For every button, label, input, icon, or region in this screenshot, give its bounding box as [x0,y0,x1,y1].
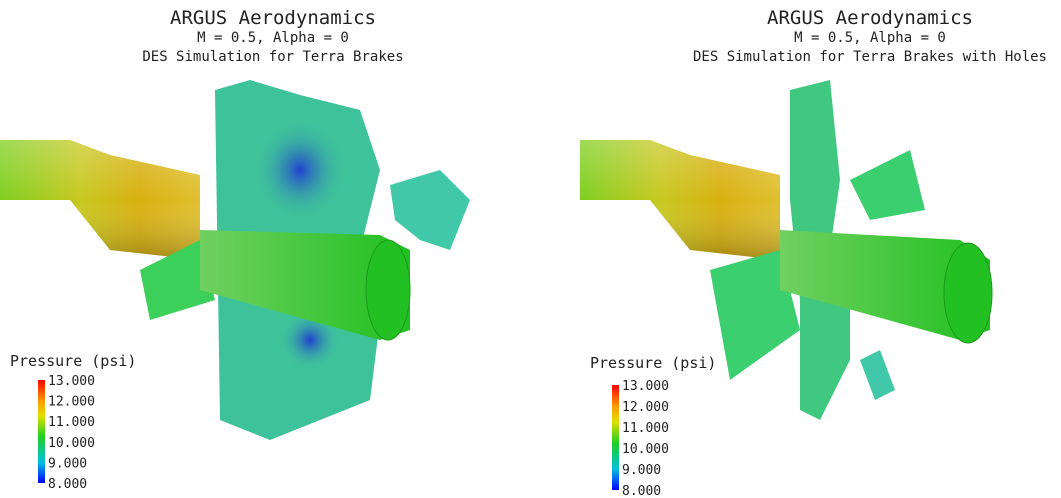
legend-tick-label: 12.000 [622,400,669,415]
legend-tick-label: 12.000 [48,395,95,410]
legend-tick-label: 9.000 [622,463,661,478]
panel-caption: DES Simulation for Terra Brakes [142,49,403,65]
legend-title: Pressure (psi) [590,354,716,372]
legend-tick-label: 13.000 [48,374,95,389]
panel-subtitle: M = 0.5, Alpha = 0 [794,30,946,46]
legend-tick-label: 8.000 [48,477,87,492]
color-bar [612,385,619,490]
legend-tick-label: 9.000 [48,456,87,471]
panel-title: ARGUS Aerodynamics [170,7,376,29]
legend-title: Pressure (psi) [10,352,136,370]
legend-tick-label: 8.000 [622,484,661,498]
legend-tick-label: 13.000 [622,379,669,394]
legend-tick-label: 11.000 [622,421,669,436]
legend-tick-label: 11.000 [48,415,95,430]
color-bar [38,380,45,483]
panel-subtitle: M = 0.5, Alpha = 0 [197,30,349,46]
page: ARGUS AerodynamicsM = 0.5, Alpha = 0DES … [0,0,1061,498]
panel-caption: DES Simulation for Terra Brakes with Hol… [693,49,1047,65]
legend-tick-label: 10.000 [622,442,669,457]
legend-tick-label: 10.000 [48,436,95,451]
panel-title: ARGUS Aerodynamics [767,7,973,29]
